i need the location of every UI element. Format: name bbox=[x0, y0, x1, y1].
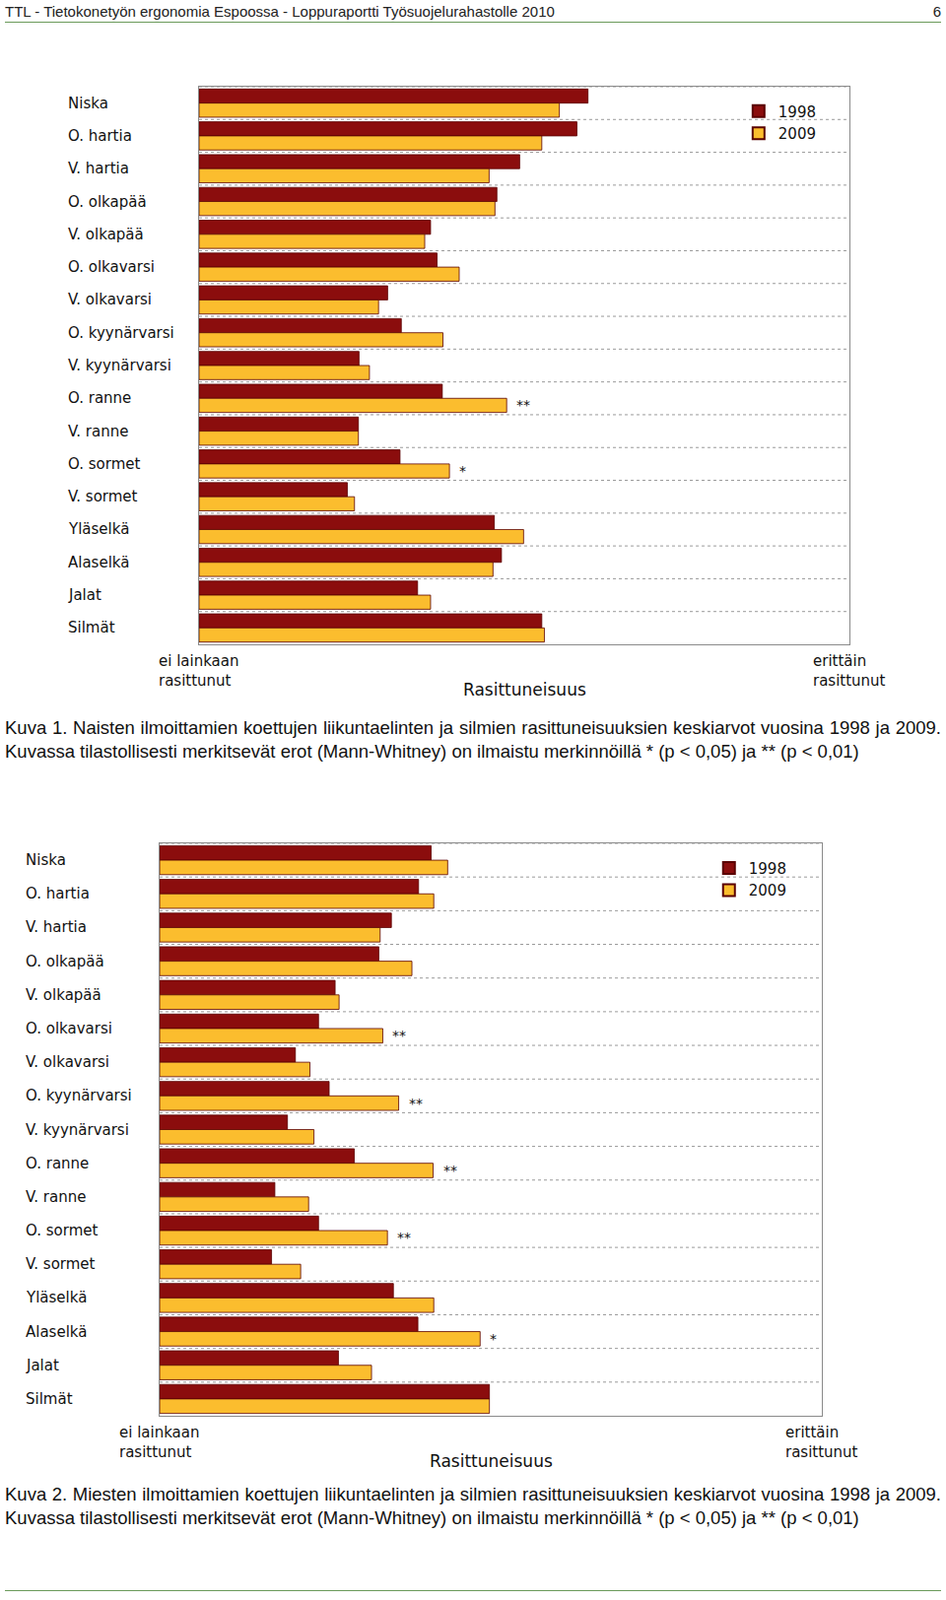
svg-text:V. kyynärvarsi: V. kyynärvarsi bbox=[67, 356, 172, 375]
svg-text:**: ** bbox=[516, 397, 531, 413]
svg-text:V. sormet: V. sormet bbox=[25, 1255, 96, 1274]
svg-text:**: ** bbox=[397, 1229, 411, 1246]
svg-text:V. ranne: V. ranne bbox=[25, 1188, 86, 1207]
svg-text:**: ** bbox=[392, 1027, 406, 1044]
svg-text:O. hartia: O. hartia bbox=[25, 884, 90, 903]
svg-text:Jalat: Jalat bbox=[25, 1356, 60, 1375]
svg-text:Yläselkä: Yläselkä bbox=[67, 520, 130, 539]
html-text:6: 6 bbox=[932, 2, 942, 20]
svg-text:erittäinrasittunut: erittäinrasittunut bbox=[785, 1423, 859, 1462]
svg-text:O. hartia: O. hartia bbox=[67, 127, 133, 145]
svg-text:O. ranne: O. ranne bbox=[67, 389, 132, 407]
svg-text:*: * bbox=[489, 1331, 497, 1348]
svg-text:**: ** bbox=[408, 1095, 423, 1112]
svg-text:O. olkapää: O. olkapää bbox=[67, 193, 147, 211]
svg-text:erittäinrasittunut: erittäinrasittunut bbox=[812, 652, 886, 690]
svg-text:Alaselkä: Alaselkä bbox=[25, 1323, 87, 1342]
html-text:Kuva 2. Miesten ilmoittamien k: Kuva 2. Miesten ilmoittamien koettujen l… bbox=[4, 1484, 942, 1529]
svg-text:V. hartia: V. hartia bbox=[67, 159, 130, 178]
svg-text:1998: 1998 bbox=[778, 103, 816, 122]
svg-text:V. sormet: V. sormet bbox=[67, 487, 138, 506]
svg-text:2009: 2009 bbox=[778, 125, 816, 143]
svg-text:O. kyynärvarsi: O. kyynärvarsi bbox=[25, 1086, 133, 1105]
svg-text:1998: 1998 bbox=[748, 860, 787, 879]
svg-text:V. olkapää: V. olkapää bbox=[25, 986, 102, 1005]
svg-text:V. olkavarsi: V. olkavarsi bbox=[25, 1053, 110, 1072]
svg-text:Rasittuneisuus: Rasittuneisuus bbox=[463, 679, 587, 700]
svg-text:O. ranne: O. ranne bbox=[25, 1154, 89, 1173]
svg-text:Jalat: Jalat bbox=[67, 586, 102, 605]
html-text:Kuva 1. Naisten ilmoittamien k: Kuva 1. Naisten ilmoittamien koettujen l… bbox=[4, 717, 942, 762]
svg-text:Silmät: Silmät bbox=[67, 618, 116, 637]
svg-text:2009: 2009 bbox=[748, 881, 787, 900]
svg-text:V. hartia: V. hartia bbox=[25, 918, 87, 937]
svg-text:Silmät: Silmät bbox=[25, 1390, 73, 1409]
svg-text:Rasittuneisuus: Rasittuneisuus bbox=[429, 1451, 553, 1472]
svg-text:O. sormet: O. sormet bbox=[25, 1221, 98, 1240]
svg-text:Alaselkä: Alaselkä bbox=[67, 553, 130, 572]
svg-text:**: ** bbox=[443, 1162, 458, 1179]
svg-text:Yläselkä: Yläselkä bbox=[25, 1288, 87, 1307]
svg-text:O. olkapää: O. olkapää bbox=[25, 952, 105, 971]
svg-text:O. olkavarsi: O. olkavarsi bbox=[67, 258, 155, 276]
svg-text:ei lainkaanrasittunut: ei lainkaanrasittunut bbox=[119, 1423, 201, 1462]
svg-text:V. olkavarsi: V. olkavarsi bbox=[67, 290, 152, 309]
svg-text:V. kyynärvarsi: V. kyynärvarsi bbox=[25, 1121, 130, 1140]
svg-text:Niska: Niska bbox=[25, 851, 67, 870]
svg-text:V. olkapää: V. olkapää bbox=[67, 225, 144, 244]
svg-text:ei lainkaanrasittunut: ei lainkaanrasittunut bbox=[158, 652, 240, 690]
svg-text:O. olkavarsi: O. olkavarsi bbox=[25, 1019, 113, 1038]
svg-text:O. sormet: O. sormet bbox=[67, 455, 140, 473]
svg-text:Niska: Niska bbox=[67, 94, 109, 113]
svg-text:*: * bbox=[459, 463, 467, 479]
svg-text:V. ranne: V. ranne bbox=[67, 422, 129, 441]
svg-text:O. kyynärvarsi: O. kyynärvarsi bbox=[67, 324, 175, 342]
html-text:TTL - Tietokonetyön ergonomia: TTL - Tietokonetyön ergonomia Espoossa -… bbox=[4, 2, 555, 20]
